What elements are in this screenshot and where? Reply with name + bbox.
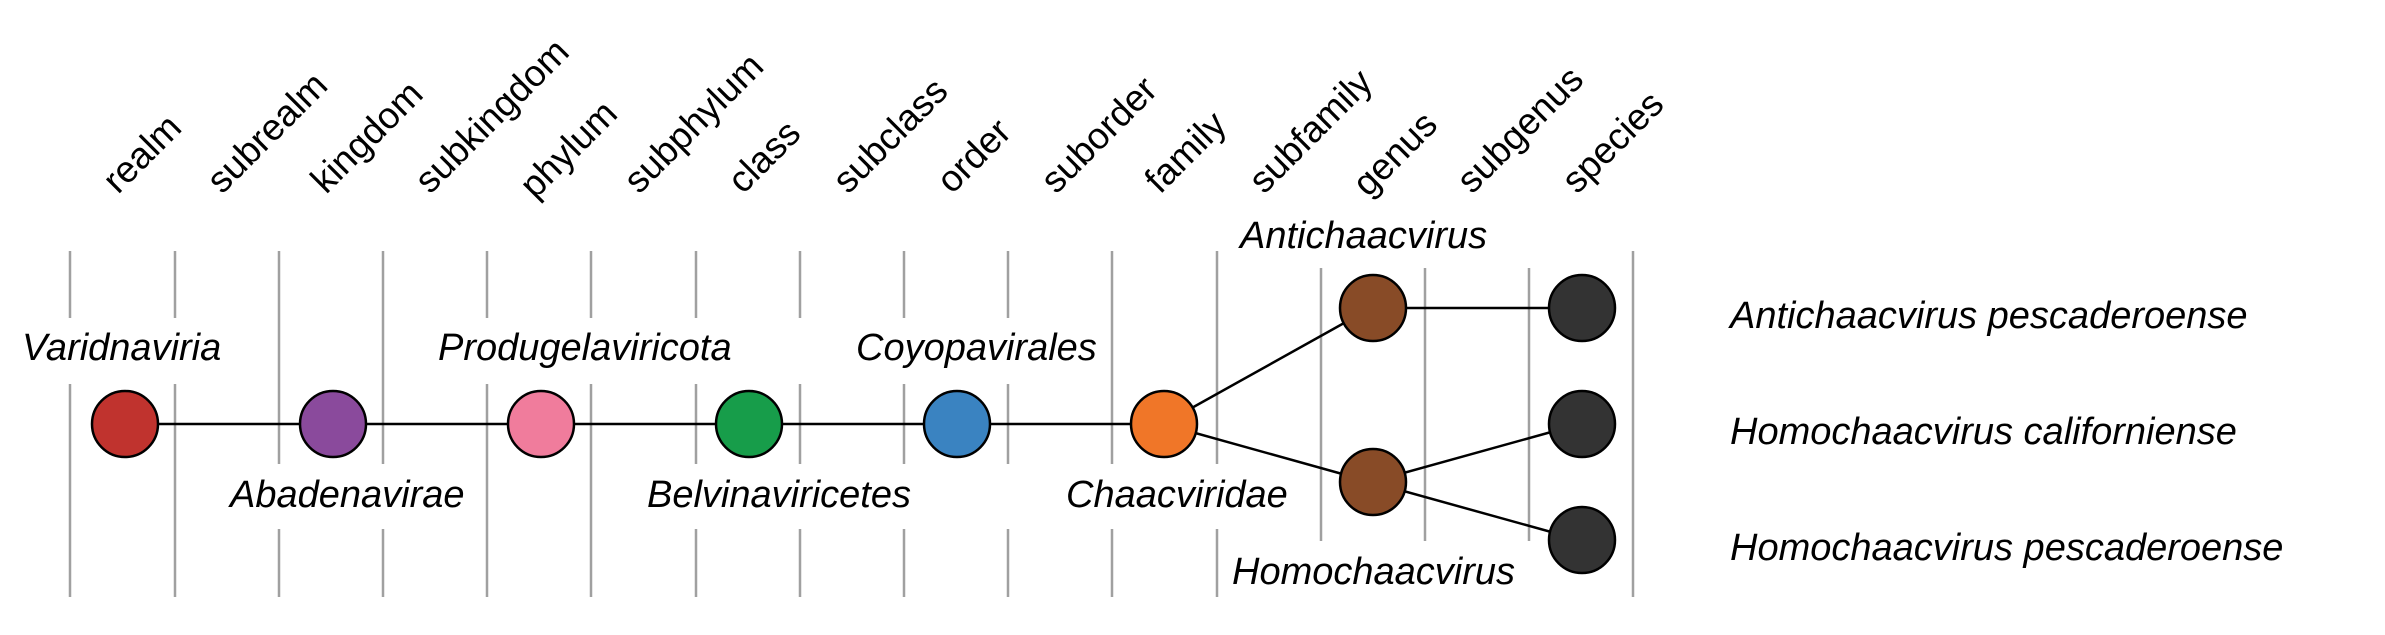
edge-family-genus2 bbox=[1162, 422, 1372, 484]
node-species-3[interactable] bbox=[1547, 505, 1617, 575]
taxon-label-realm: Varidnaviria bbox=[22, 327, 221, 369]
tree-nodes bbox=[90, 273, 1617, 575]
taxon-label-genus-homochaacvirus: Homochaacvirus bbox=[1232, 551, 1515, 593]
taxon-label-class: Belvinaviricetes bbox=[647, 474, 911, 516]
node-family[interactable] bbox=[1129, 389, 1199, 459]
node-species-1[interactable] bbox=[1547, 273, 1617, 343]
node-genus-homochaacvirus[interactable] bbox=[1338, 447, 1408, 517]
node-realm[interactable] bbox=[90, 389, 160, 459]
taxon-label-family: Chaacviridae bbox=[1066, 474, 1288, 516]
rank-label-phylum: phylum bbox=[512, 92, 625, 205]
rank-label-family: family bbox=[1137, 103, 1235, 201]
node-order[interactable] bbox=[922, 389, 992, 459]
rank-label-class: class bbox=[720, 112, 809, 201]
node-phylum[interactable] bbox=[506, 389, 576, 459]
node-kingdom[interactable] bbox=[298, 389, 368, 459]
node-species-2[interactable] bbox=[1547, 389, 1617, 459]
rank-headers: realm subrealm kingdom subkingdom phylum… bbox=[95, 31, 1672, 206]
rank-label-subclass: subclass bbox=[825, 70, 956, 201]
taxon-label-order: Coyopavirales bbox=[856, 327, 1097, 369]
edge-family-genus1 bbox=[1162, 306, 1372, 426]
taxon-label-genus-antichaacvirus: Antichaacvirus bbox=[1238, 215, 1487, 257]
species-label-1: Antichaacvirus pescaderoense bbox=[1728, 295, 2248, 337]
taxon-label-phylum: Produgelaviricota bbox=[438, 327, 732, 369]
species-label-2: Homochaacvirus californiense bbox=[1730, 411, 2237, 453]
species-label-3: Homochaacvirus pescaderoense bbox=[1730, 527, 2283, 569]
rank-label-order: order bbox=[929, 111, 1019, 201]
rank-label-realm: realm bbox=[95, 106, 189, 200]
rank-gridlines bbox=[68, 251, 1635, 597]
taxon-label-kingdom: Abadenavirae bbox=[228, 474, 465, 516]
taxon-labels: Varidnaviria Abadenavirae Produgelaviric… bbox=[22, 215, 1515, 593]
node-class[interactable] bbox=[714, 389, 784, 459]
node-genus-antichaacvirus[interactable] bbox=[1338, 273, 1408, 343]
species-labels: Antichaacvirus pescaderoense Homochaacvi… bbox=[1728, 295, 2283, 569]
rank-label-genus: genus bbox=[1345, 103, 1445, 203]
